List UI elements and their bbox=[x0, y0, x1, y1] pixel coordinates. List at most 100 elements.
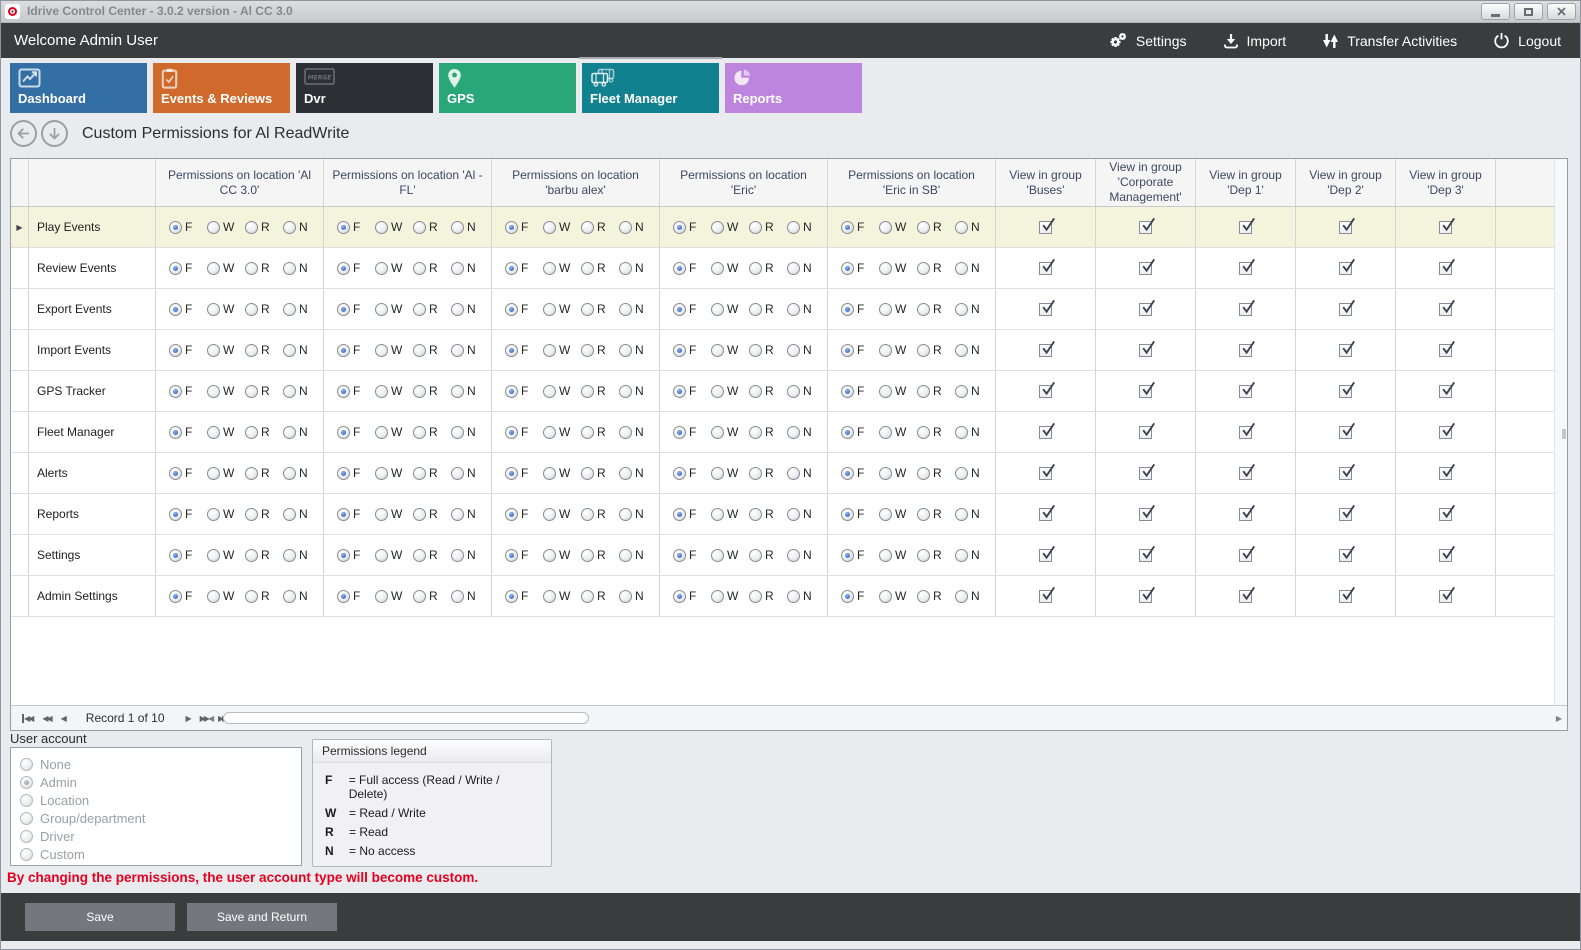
table-row-fleet-manager[interactable]: Fleet Manager F W R N F W R N F W R N F W R N F W R N bbox=[11, 412, 1554, 453]
group-checkbox[interactable] bbox=[1339, 340, 1355, 357]
table-row-reports[interactable]: Reports F W R N F W R N F W R N F W R N F W R N bbox=[11, 494, 1554, 535]
permission-radio-w[interactable]: W bbox=[375, 261, 413, 275]
permission-radio-f[interactable]: F bbox=[337, 466, 375, 480]
permission-radio-w[interactable]: W bbox=[879, 343, 917, 357]
permission-radio-w[interactable]: W bbox=[543, 220, 581, 234]
permission-radio-r[interactable]: R bbox=[245, 589, 283, 603]
permission-radio-r[interactable]: R bbox=[245, 220, 283, 234]
down-button[interactable] bbox=[41, 120, 68, 147]
permission-radio-f[interactable]: F bbox=[673, 425, 711, 439]
permission-radio-w[interactable]: W bbox=[711, 507, 749, 521]
permission-radio-r[interactable]: R bbox=[413, 507, 451, 521]
permission-radio-f[interactable]: F bbox=[169, 384, 207, 398]
permission-radio-f[interactable]: F bbox=[337, 384, 375, 398]
permission-radio-n[interactable]: N bbox=[619, 302, 657, 316]
permission-radio-f[interactable]: F bbox=[337, 261, 375, 275]
permission-radio-r[interactable]: R bbox=[749, 548, 787, 562]
permission-radio-n[interactable]: N bbox=[787, 302, 825, 316]
group-checkbox[interactable] bbox=[1239, 504, 1255, 521]
group-checkbox[interactable] bbox=[1239, 258, 1255, 275]
tab-dvr[interactable]: MERGE Dvr bbox=[296, 63, 433, 113]
permission-radio-f[interactable]: F bbox=[841, 384, 879, 398]
permission-radio-n[interactable]: N bbox=[283, 343, 321, 357]
permission-radio-r[interactable]: R bbox=[413, 466, 451, 480]
permission-radio-f[interactable]: F bbox=[337, 220, 375, 234]
table-row-play-events[interactable]: ▶ Play Events F W R N F W R N F W R N F W R N F W R N bbox=[11, 207, 1554, 248]
permission-radio-n[interactable]: N bbox=[451, 548, 489, 562]
permission-radio-w[interactable]: W bbox=[879, 548, 917, 562]
permission-radio-f[interactable]: F bbox=[673, 589, 711, 603]
group-checkbox[interactable] bbox=[1139, 586, 1155, 603]
permission-radio-n[interactable]: N bbox=[619, 507, 657, 521]
permission-radio-n[interactable]: N bbox=[283, 425, 321, 439]
permission-radio-n[interactable]: N bbox=[619, 220, 657, 234]
permission-radio-f[interactable]: F bbox=[505, 384, 543, 398]
group-checkbox[interactable] bbox=[1239, 586, 1255, 603]
permission-radio-r[interactable]: R bbox=[749, 589, 787, 603]
permission-radio-n[interactable]: N bbox=[451, 220, 489, 234]
table-row-gps-tracker[interactable]: GPS Tracker F W R N F W R N F W R N F W R N F W R N bbox=[11, 371, 1554, 412]
permission-radio-n[interactable]: N bbox=[619, 425, 657, 439]
nav-next-button[interactable]: ▶ bbox=[185, 713, 192, 723]
permission-radio-n[interactable]: N bbox=[787, 548, 825, 562]
group-checkbox[interactable] bbox=[1039, 299, 1055, 316]
permission-radio-r[interactable]: R bbox=[917, 466, 955, 480]
group-checkbox[interactable] bbox=[1439, 381, 1455, 398]
user-account-option-none[interactable]: None bbox=[20, 755, 301, 773]
permission-radio-n[interactable]: N bbox=[619, 466, 657, 480]
logout-button[interactable]: Logout bbox=[1493, 32, 1561, 49]
permission-radio-f[interactable]: F bbox=[169, 220, 207, 234]
permission-radio-n[interactable]: N bbox=[787, 220, 825, 234]
permission-radio-f[interactable]: F bbox=[841, 425, 879, 439]
settings-button[interactable]: Settings bbox=[1109, 32, 1187, 49]
permission-radio-r[interactable]: R bbox=[413, 425, 451, 439]
permission-radio-w[interactable]: W bbox=[543, 302, 581, 316]
save-button[interactable]: Save bbox=[25, 903, 175, 931]
permission-radio-f[interactable]: F bbox=[169, 261, 207, 275]
permission-radio-n[interactable]: N bbox=[451, 466, 489, 480]
table-row-review-events[interactable]: Review Events F W R N F W R N F W R N F W R N F W R N bbox=[11, 248, 1554, 289]
permission-radio-w[interactable]: W bbox=[375, 466, 413, 480]
permission-radio-r[interactable]: R bbox=[245, 425, 283, 439]
permission-radio-w[interactable]: W bbox=[375, 302, 413, 316]
user-account-option-admin[interactable]: Admin bbox=[20, 773, 301, 791]
permission-radio-r[interactable]: R bbox=[581, 425, 619, 439]
table-row-admin-settings[interactable]: Admin Settings F W R N F W R N F W R N F W R N F W R N bbox=[11, 576, 1554, 617]
permission-radio-r[interactable]: R bbox=[917, 261, 955, 275]
permission-radio-r[interactable]: R bbox=[749, 507, 787, 521]
permission-radio-w[interactable]: W bbox=[711, 466, 749, 480]
permission-radio-r[interactable]: R bbox=[581, 589, 619, 603]
permission-radio-w[interactable]: W bbox=[543, 384, 581, 398]
permission-radio-r[interactable]: R bbox=[581, 466, 619, 480]
permission-radio-n[interactable]: N bbox=[451, 507, 489, 521]
permission-radio-r[interactable]: R bbox=[245, 466, 283, 480]
permission-radio-r[interactable]: R bbox=[581, 384, 619, 398]
permission-radio-r[interactable]: R bbox=[581, 548, 619, 562]
permission-radio-n[interactable]: N bbox=[451, 589, 489, 603]
permission-radio-n[interactable]: N bbox=[283, 548, 321, 562]
group-checkbox[interactable] bbox=[1039, 504, 1055, 521]
permission-radio-n[interactable]: N bbox=[955, 220, 993, 234]
minimize-button[interactable] bbox=[1481, 3, 1510, 20]
save-and-return-button[interactable]: Save and Return bbox=[187, 903, 337, 931]
permission-radio-f[interactable]: F bbox=[673, 548, 711, 562]
permission-radio-w[interactable]: W bbox=[543, 343, 581, 357]
group-checkbox[interactable] bbox=[1339, 586, 1355, 603]
group-checkbox[interactable] bbox=[1339, 258, 1355, 275]
permission-radio-r[interactable]: R bbox=[581, 343, 619, 357]
table-row-settings[interactable]: Settings F W R N F W R N F W R N F W R N F W R N bbox=[11, 535, 1554, 576]
group-checkbox[interactable] bbox=[1439, 422, 1455, 439]
permission-radio-f[interactable]: F bbox=[337, 302, 375, 316]
nav-prev-page-button[interactable]: ◀◀ bbox=[42, 713, 52, 723]
permission-radio-r[interactable]: R bbox=[917, 507, 955, 521]
permission-radio-f[interactable]: F bbox=[505, 507, 543, 521]
tab-dashboard[interactable]: Dashboard bbox=[10, 63, 147, 113]
permission-radio-f[interactable]: F bbox=[505, 261, 543, 275]
permission-radio-r[interactable]: R bbox=[917, 220, 955, 234]
permission-radio-n[interactable]: N bbox=[283, 466, 321, 480]
permission-radio-f[interactable]: F bbox=[337, 343, 375, 357]
permission-radio-w[interactable]: W bbox=[879, 466, 917, 480]
permission-radio-n[interactable]: N bbox=[955, 548, 993, 562]
permission-radio-n[interactable]: N bbox=[955, 384, 993, 398]
permission-radio-n[interactable]: N bbox=[955, 507, 993, 521]
